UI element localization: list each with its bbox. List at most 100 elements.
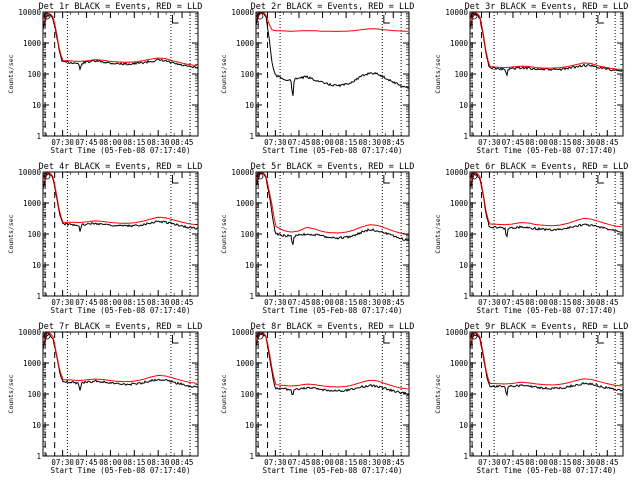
- panel-7: Det 7r BLACK = Events, RED = LLD 1 10 100 10…: [7, 322, 202, 475]
- y-tick-label: 1000: [23, 199, 42, 208]
- x-tick-label: 08:45: [382, 138, 405, 147]
- lld-series-line: [43, 172, 198, 226]
- plot-area: [470, 172, 623, 296]
- y-tick-label: 100: [27, 230, 41, 239]
- y-tick-label: 10000: [18, 8, 41, 17]
- bracket-marker: [172, 175, 179, 184]
- y-tick-label: 10: [245, 101, 255, 110]
- plot-frame: [42, 11, 199, 137]
- bracket-marker: [383, 335, 390, 344]
- y-tick-label: 1: [463, 292, 468, 301]
- y-tick-label: 100: [240, 390, 254, 399]
- plot-frame: [469, 171, 624, 297]
- y-axis-label: Counts/sec: [434, 214, 442, 253]
- y-tick-label: 10000: [231, 328, 254, 337]
- plot-area: [256, 332, 409, 456]
- x-tick-label: 07:30: [478, 298, 501, 307]
- plot-frame: [255, 331, 410, 457]
- x-axis-label: Start Time (05-Feb-08 07:17:40): [263, 306, 403, 315]
- lld-series-line: [470, 12, 623, 70]
- x-tick-label: 08:15: [335, 138, 358, 147]
- lld-series-line: [470, 332, 623, 387]
- x-tick-label: 08:15: [123, 298, 146, 307]
- panel-title: Det 2r BLACK = Events, RED = LLD: [251, 2, 415, 12]
- events-series-line: [470, 172, 623, 238]
- x-tick-label: 08:30: [572, 458, 595, 467]
- x-axis-label: Start Time (05-Feb-08 07:17:40): [477, 146, 617, 155]
- x-tick-label: 08:45: [171, 458, 194, 467]
- events-series-line: [43, 173, 198, 232]
- plot-frame: [469, 11, 624, 137]
- panel-title: Det 8r BLACK = Events, RED = LLD: [251, 322, 415, 332]
- panel-title: Det 7r BLACK = Events, RED = LLD: [39, 322, 203, 332]
- y-tick-label: 1: [36, 452, 41, 461]
- x-tick-label: 07:45: [502, 458, 525, 467]
- bracket-marker: [597, 15, 604, 24]
- y-tick-label: 10000: [445, 328, 468, 337]
- panel-title: Det 9r BLACK = Events, RED = LLD: [465, 322, 629, 332]
- lld-series-line: [470, 172, 623, 228]
- x-axis-label: Start Time (05-Feb-08 07:17:40): [477, 466, 617, 475]
- panel-title: Det 5r BLACK = Events, RED = LLD: [251, 162, 415, 172]
- y-axis-label: Counts/sec: [7, 54, 15, 93]
- panel-1: Det 1r BLACK = Events, RED = LLD 1 10 100 10…: [7, 2, 202, 155]
- x-tick-label: 08:30: [147, 458, 170, 467]
- x-tick-label: 08:45: [596, 458, 619, 467]
- y-tick-label: 100: [27, 70, 41, 79]
- x-tick-label: 08:00: [311, 458, 334, 467]
- y-tick-label: 1000: [450, 39, 469, 48]
- events-series-line: [43, 13, 198, 72]
- y-tick-label: 10: [245, 261, 255, 270]
- y-tick-label: 10000: [18, 328, 41, 337]
- y-tick-label: 1: [36, 132, 41, 141]
- x-tick-label: 07:30: [51, 138, 74, 147]
- y-tick-label: 1: [36, 292, 41, 301]
- lld-series-line: [43, 13, 198, 67]
- x-tick-label: 08:30: [147, 298, 170, 307]
- x-tick-label: 07:45: [75, 458, 98, 467]
- x-tick-label: 07:30: [264, 138, 287, 147]
- y-tick-label: 1000: [236, 199, 255, 208]
- x-tick-label: 08:00: [525, 138, 548, 147]
- y-tick-label: 100: [240, 230, 254, 239]
- y-axis-label: Counts/sec: [220, 54, 228, 93]
- x-tick-label: 08:15: [123, 138, 146, 147]
- y-tick-label: 100: [240, 70, 254, 79]
- x-tick-label: 07:30: [51, 458, 74, 467]
- y-tick-label: 1000: [236, 39, 255, 48]
- y-tick-label: 1: [249, 452, 254, 461]
- x-tick-label: 08:45: [171, 138, 194, 147]
- panel-9: Det 9r BLACK = Events, RED = LLD 1 10 100 10…: [434, 322, 628, 475]
- panel-title: Det 1r BLACK = Events, RED = LLD: [39, 2, 203, 12]
- plot-area: [43, 332, 198, 456]
- x-tick-label: 08:00: [525, 298, 548, 307]
- y-tick-label: 1: [249, 292, 254, 301]
- bracket-marker: [172, 335, 179, 344]
- y-tick-label: 10: [459, 421, 469, 430]
- panel-2: Det 2r BLACK = Events, RED = LLD 1 10 100 10…: [220, 2, 414, 155]
- x-tick-label: 07:45: [75, 138, 98, 147]
- y-axis-label: Counts/sec: [220, 214, 228, 253]
- x-tick-label: 08:00: [99, 138, 122, 147]
- x-tick-label: 08:15: [549, 458, 572, 467]
- y-tick-label: 10: [459, 101, 469, 110]
- x-tick-label: 08:00: [525, 458, 548, 467]
- y-tick-label: 100: [454, 70, 468, 79]
- y-tick-label: 10000: [18, 168, 41, 177]
- lld-series-line: [256, 332, 409, 390]
- y-tick-label: 10000: [445, 168, 468, 177]
- y-tick-label: 10: [459, 261, 469, 270]
- x-tick-label: 07:45: [288, 138, 311, 147]
- panel-5: Det 5r BLACK = Events, RED = LLD 1 10 100 10…: [220, 162, 414, 315]
- y-tick-label: 10000: [231, 8, 254, 17]
- panel-6: Det 6r BLACK = Events, RED = LLD 1 10 100 10…: [434, 162, 628, 315]
- plot-area: [256, 12, 409, 136]
- y-tick-label: 1000: [450, 199, 469, 208]
- x-tick-label: 08:30: [358, 138, 381, 147]
- x-axis-label: Start Time (05-Feb-08 07:17:40): [263, 146, 403, 155]
- x-tick-label: 08:30: [572, 298, 595, 307]
- x-tick-label: 07:45: [288, 458, 311, 467]
- x-axis-label: Start Time (05-Feb-08 07:17:40): [263, 466, 403, 475]
- y-axis-label: Counts/sec: [434, 374, 442, 413]
- events-series-line: [470, 332, 623, 397]
